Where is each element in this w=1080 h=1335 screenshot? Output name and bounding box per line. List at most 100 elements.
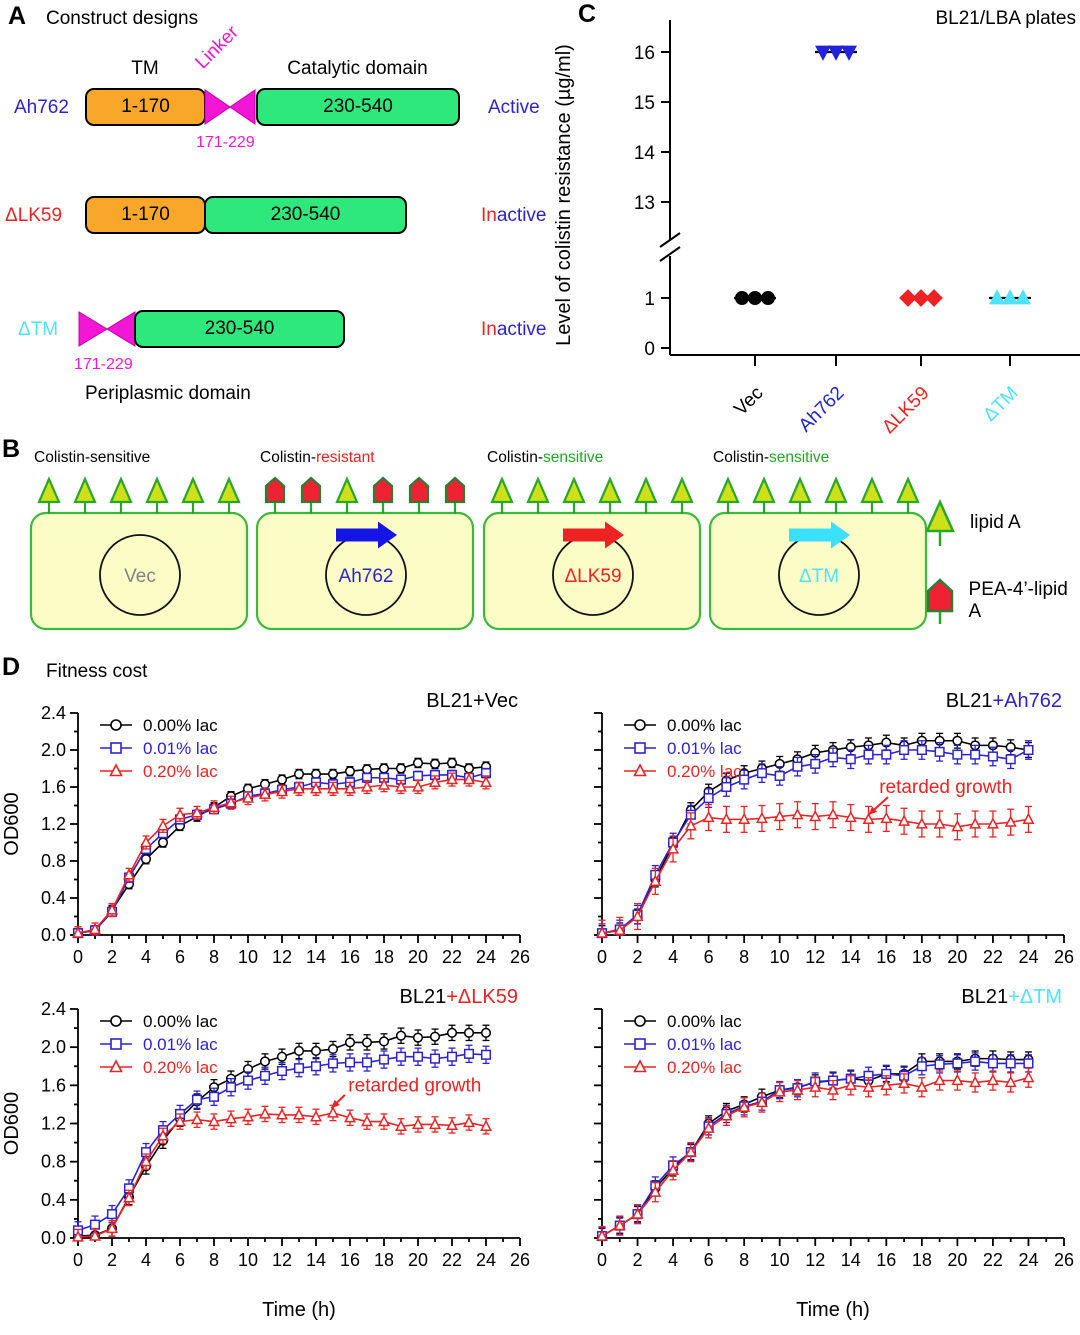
bacterium-cell-3: Colistin-sensitive ΔLK59: [481, 449, 706, 640]
gene-arrow-icon: [336, 521, 397, 549]
svg-text:1.2: 1.2: [41, 814, 66, 834]
lipid-a-icon: [752, 476, 776, 504]
growth-vec-svg: 0 2 4 6 8 10 12 14 16 18 20 22 24 260.00.40.81.21.62.…: [1, 690, 530, 967]
plasmid-name: Ah762: [339, 566, 394, 587]
svg-text:1: 1: [644, 289, 655, 310]
axes: [70, 712, 521, 943]
series-0.01% lac: [72, 1044, 492, 1239]
svg-text:8: 8: [739, 947, 749, 967]
legend-label: 0.20% lac: [143, 1058, 218, 1077]
catalytic-domain-box: 230-540: [134, 310, 345, 348]
svg-text:10: 10: [770, 1250, 790, 1270]
linker-bowtie-icon: [78, 311, 136, 347]
lipid-a-icon: [109, 476, 133, 504]
svg-text:16: 16: [634, 43, 655, 64]
gene-arrow-icon: [789, 521, 850, 549]
bacterium-cell-4: Colistin-sensitive ΔTM: [707, 449, 932, 640]
lipid-a-icon: [217, 476, 241, 504]
svg-text:12: 12: [805, 947, 825, 967]
svg-text:12: 12: [805, 1250, 825, 1270]
svg-text:0.8: 0.8: [41, 1152, 66, 1172]
cell-phenotype-title: Colistin-sensitive: [34, 449, 151, 466]
svg-text:18: 18: [374, 947, 394, 967]
group-Vec: [734, 291, 776, 366]
svg-text:1.6: 1.6: [41, 777, 66, 797]
panel-b-legend: lipid A PEA-4’-lipid A: [922, 499, 1080, 625]
svg-text:20: 20: [947, 1250, 967, 1270]
svg-text:24: 24: [476, 947, 496, 967]
svg-text:4: 4: [141, 947, 151, 967]
svg-text:20: 20: [408, 1250, 428, 1270]
svg-text:22: 22: [983, 1250, 1003, 1270]
legend-label: 0.00% lac: [143, 716, 218, 735]
svg-text:0: 0: [597, 947, 607, 967]
chart-title: BL21+Vec: [426, 690, 518, 712]
legend-label: 0.00% lac: [143, 1012, 218, 1031]
legend-label: 0.00% lac: [667, 716, 742, 735]
svg-text:0.0: 0.0: [41, 925, 66, 945]
panel-a: A Construct designs TM Linker Catalytic …: [0, 0, 547, 437]
axes: [594, 712, 1065, 943]
chart-title: BL21+Ah762: [946, 690, 1062, 712]
tm-domain-box: 1-170: [85, 196, 206, 234]
legend-label: 0.01% lac: [143, 1035, 218, 1054]
svg-text:16: 16: [876, 947, 896, 967]
lipid-a-icon: [37, 476, 61, 504]
svg-text:4: 4: [668, 1250, 678, 1270]
lipid-a-icon: [634, 476, 658, 504]
bacterium-cell-2: Colistin-resistant Ah762: [254, 449, 479, 640]
svg-text:0: 0: [597, 1250, 607, 1270]
svg-text:10: 10: [770, 947, 790, 967]
legend-item-lipid-a: lipid A: [922, 499, 1080, 547]
construct-status: Inactive: [481, 319, 547, 340]
group-ΔTM: [989, 289, 1031, 366]
linker-range-label: 171-229: [74, 356, 133, 373]
svg-text:18: 18: [912, 947, 932, 967]
svg-text:22: 22: [983, 947, 1003, 967]
x-category-label: ΔLK59: [878, 383, 933, 438]
lipid-a-icon: [925, 499, 955, 546]
svg-text:8: 8: [209, 947, 219, 967]
series-0.20% lac: [72, 772, 492, 938]
linker-range-label: 171-229: [196, 134, 255, 151]
svg-text:0: 0: [73, 947, 83, 967]
growth-chart-vec: 0 2 4 6 8 10 12 14 16 18 20 22 24 26 0.0 0.4 0.8 1.2 1.6 2.…: [0, 689, 540, 986]
cell-diagram-svg: Ah762: [255, 476, 475, 631]
svg-text:22: 22: [442, 1250, 462, 1270]
svg-text:0: 0: [73, 1250, 83, 1270]
pea-lipid-a-icon: [372, 476, 394, 504]
series-0.20% lac: [596, 801, 1035, 938]
cell-phenotype-title: Colistin-sensitive: [487, 449, 604, 466]
x-category-label: ΔTM: [979, 383, 1022, 426]
legend-label: 0.20% lac: [667, 1058, 742, 1077]
pea-lipid-a-icon: [264, 476, 286, 504]
svg-text:16: 16: [340, 947, 360, 967]
catalytic-header: Catalytic domain: [287, 58, 428, 79]
svg-text:2.4: 2.4: [41, 703, 66, 723]
svg-text:26: 26: [510, 947, 530, 967]
svg-text:6: 6: [704, 1250, 714, 1270]
lipid-a-icon: [181, 476, 205, 504]
scatter-svg: BL21/LBA plates 13 14 15 16 0 1 Level of colist…: [553, 8, 1080, 438]
svg-text:14: 14: [634, 143, 656, 164]
legend-label: lipid A: [970, 512, 1021, 533]
legend-label: 0.00% lac: [667, 1012, 742, 1031]
annotation-arrow-icon: [868, 806, 878, 815]
lipid-a-icon: [896, 476, 920, 504]
svg-text:16: 16: [340, 1250, 360, 1270]
cell-diagram-svg: Vec: [29, 476, 249, 631]
svg-text:8: 8: [209, 1250, 219, 1270]
pea-lipid-a-icon: [926, 578, 954, 624]
svg-text:24: 24: [1018, 947, 1038, 967]
svg-text:24: 24: [476, 1250, 496, 1270]
panel-b-label: B: [2, 435, 21, 463]
y-axis-label: OD600: [1, 792, 23, 855]
axes: [659, 20, 1080, 356]
lipid-a-icon: [526, 476, 550, 504]
svg-text:10: 10: [238, 1250, 258, 1270]
svg-text:22: 22: [442, 947, 462, 967]
svg-text:0.8: 0.8: [41, 851, 66, 871]
panel-a-title: Construct designs: [46, 8, 199, 29]
construct-status: Inactive: [481, 205, 547, 226]
